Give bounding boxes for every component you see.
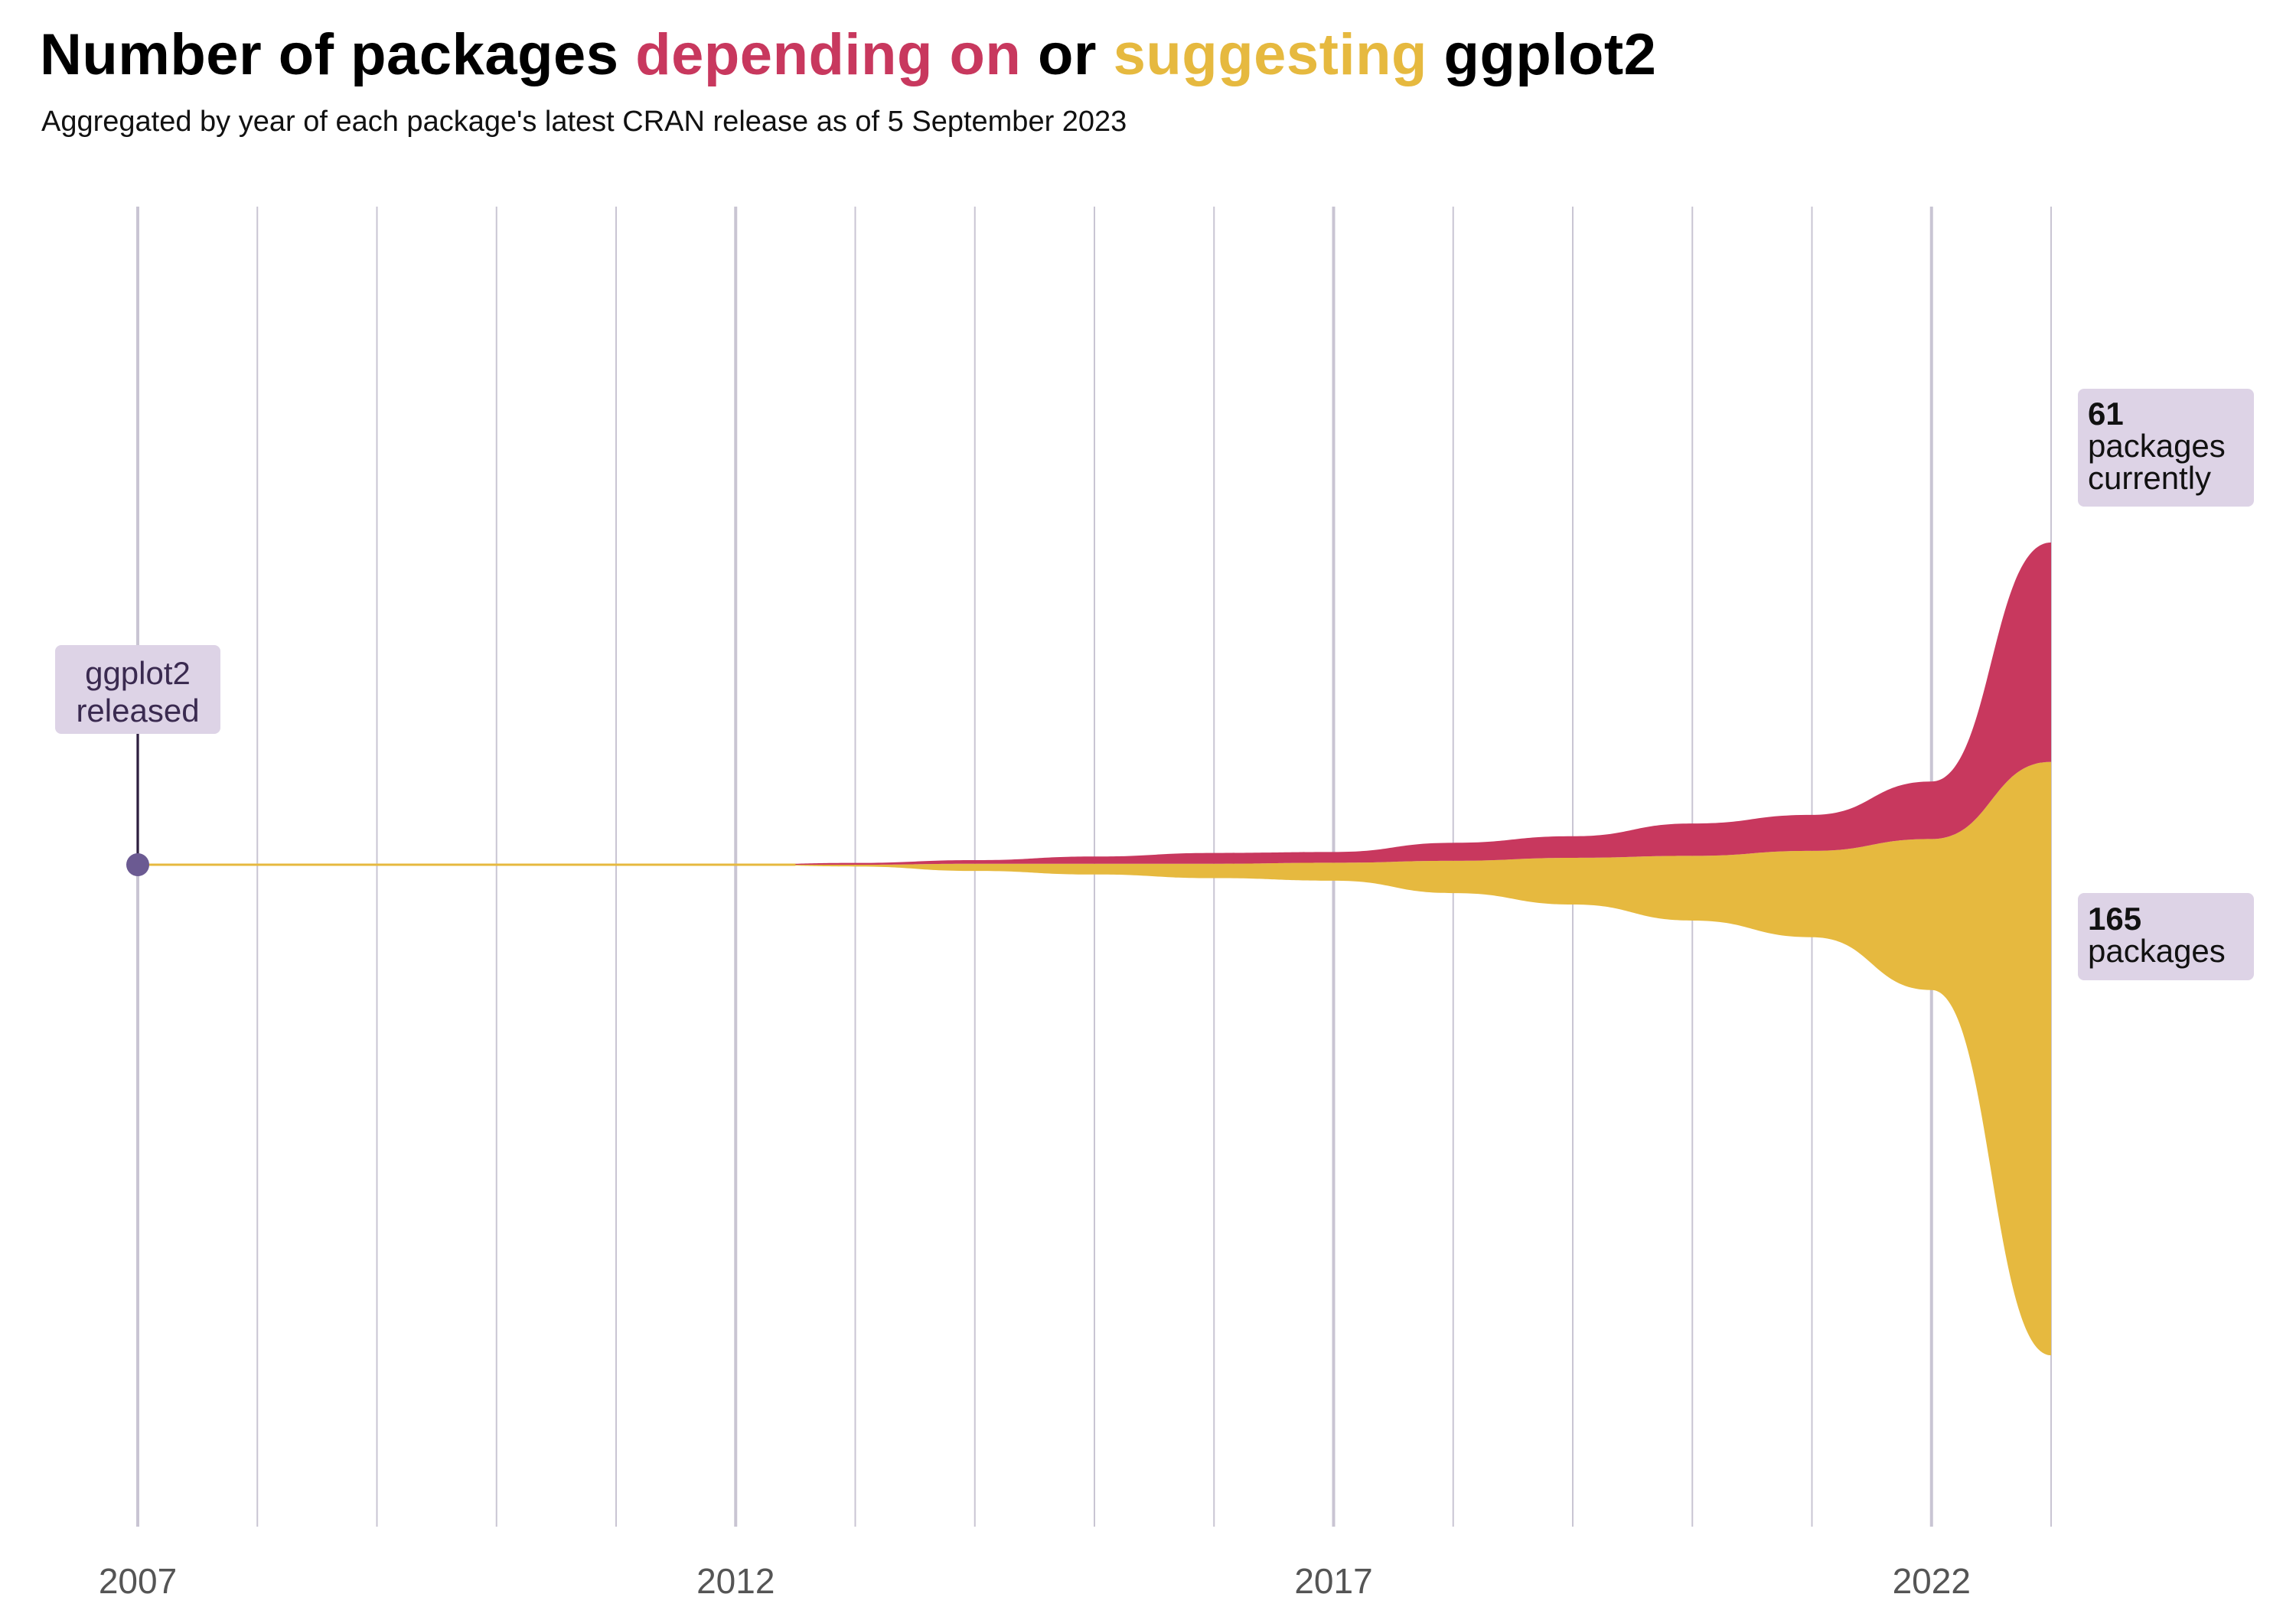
suggesting-total-value: 165 bbox=[2088, 901, 2141, 937]
title-suggesting: suggesting bbox=[1113, 22, 1427, 87]
x-tick-label-2012: 2012 bbox=[696, 1561, 775, 1601]
suggesting-total-line1: packages bbox=[2088, 933, 2226, 969]
chart-title: Number of packages depending on or sugge… bbox=[40, 21, 1656, 88]
release-label-box bbox=[55, 645, 220, 734]
x-tick-label-2017: 2017 bbox=[1294, 1561, 1372, 1601]
release-label-line2: released bbox=[76, 693, 199, 729]
release-point bbox=[126, 853, 149, 876]
chart-subtitle: Aggregated by year of each package's lat… bbox=[41, 106, 1127, 138]
depending-total-line1: packages bbox=[2088, 428, 2226, 464]
series-depending-area bbox=[138, 542, 2051, 865]
depending-total-box bbox=[2078, 389, 2254, 507]
x-tick-label-2007: 2007 bbox=[99, 1561, 177, 1601]
title-part3: ggplot2 bbox=[1427, 22, 1657, 87]
title-depending: depending on bbox=[635, 22, 1022, 87]
suggesting-total-box bbox=[2078, 893, 2254, 980]
depending-total-value: 61 bbox=[2088, 396, 2124, 432]
x-axis-ticks: 2007 2012 2017 2022 bbox=[99, 1561, 1971, 1601]
depending-total-line2: currently bbox=[2088, 460, 2211, 496]
title-part2: or bbox=[1021, 22, 1114, 87]
release-label-line1: ggplot2 bbox=[85, 655, 191, 691]
x-tick-label-2022: 2022 bbox=[1893, 1561, 1971, 1601]
title-part1: Number of packages bbox=[40, 22, 636, 87]
